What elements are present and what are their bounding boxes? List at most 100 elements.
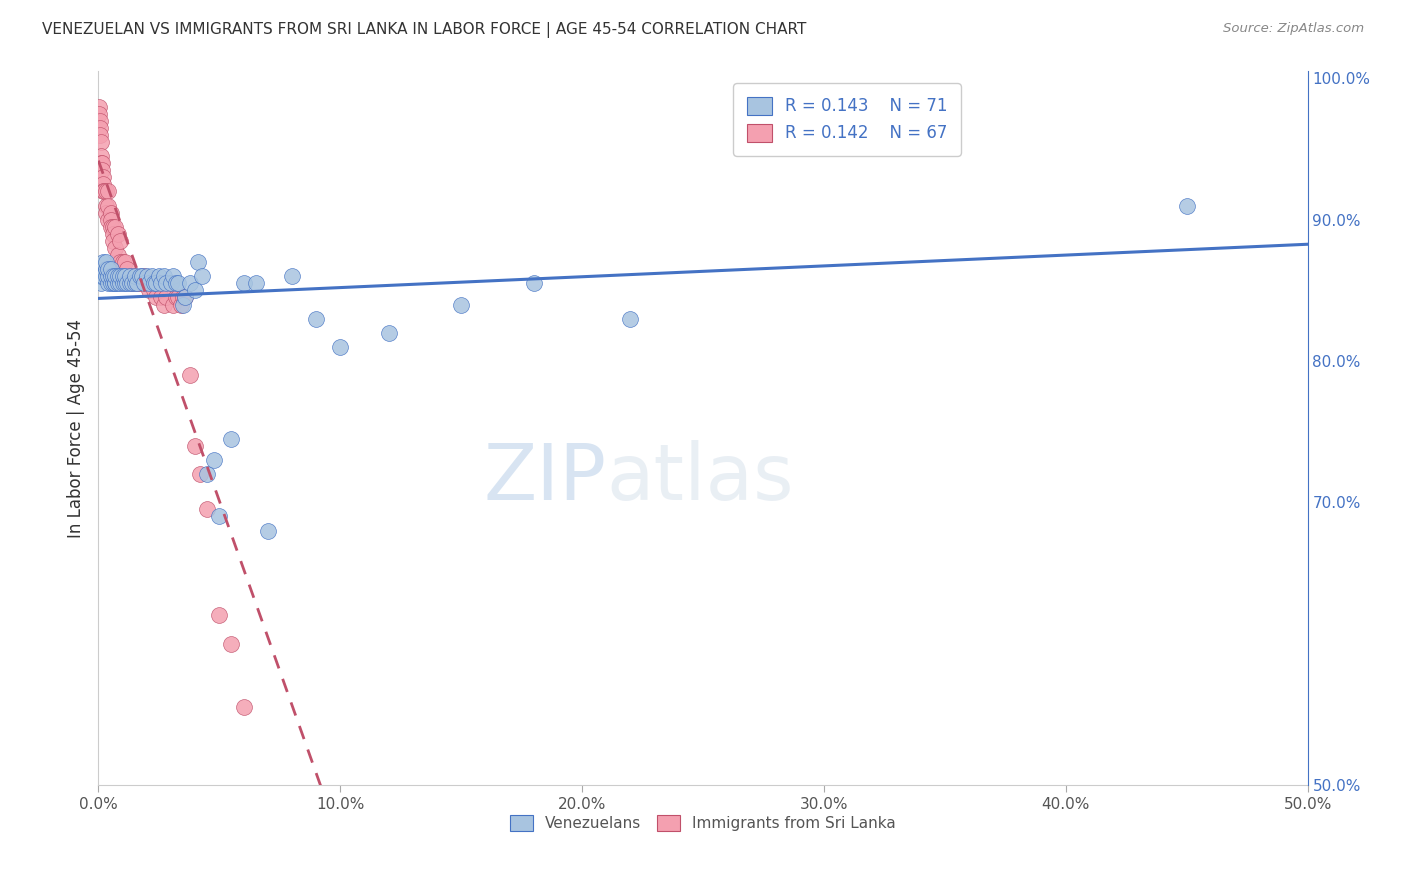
Point — [90, 149, 112, 163]
Point — [118, 269, 141, 284]
Point — [329, 340, 352, 354]
Point — [208, 608, 231, 623]
Point — [155, 290, 177, 304]
Point — [145, 277, 167, 291]
Point — [162, 269, 184, 284]
Point — [118, 269, 141, 284]
Point — [90, 156, 112, 170]
Point — [108, 255, 131, 269]
Point — [169, 297, 191, 311]
Point — [90, 269, 112, 284]
Point — [160, 277, 183, 291]
Point — [131, 277, 153, 291]
Point — [91, 185, 114, 199]
Point — [89, 128, 111, 142]
Point — [167, 277, 190, 291]
Point — [90, 277, 112, 291]
Point — [97, 269, 120, 284]
Point — [135, 269, 157, 284]
Point — [134, 277, 156, 291]
Point — [100, 212, 122, 227]
Point — [1175, 198, 1198, 212]
Point — [97, 262, 120, 277]
Point — [124, 269, 146, 284]
Point — [100, 219, 122, 234]
Point — [184, 284, 207, 298]
Point — [91, 255, 114, 269]
Text: Source: ZipAtlas.com: Source: ZipAtlas.com — [1223, 22, 1364, 36]
Point — [221, 432, 243, 446]
Point — [89, 113, 111, 128]
Point — [152, 297, 174, 311]
Point — [101, 219, 124, 234]
Point — [138, 277, 160, 291]
Point — [138, 284, 160, 298]
Point — [104, 219, 127, 234]
Point — [245, 277, 267, 291]
Point — [101, 277, 124, 291]
Point — [89, 100, 111, 114]
Point — [160, 277, 183, 291]
Point — [124, 269, 146, 284]
Point — [619, 311, 641, 326]
Point — [195, 502, 218, 516]
Point — [232, 277, 254, 291]
Point — [90, 135, 112, 149]
Point — [107, 248, 129, 262]
Point — [188, 467, 211, 481]
Point — [305, 311, 328, 326]
Point — [111, 255, 134, 269]
Point — [91, 269, 114, 284]
Point — [141, 277, 163, 291]
Point — [174, 290, 197, 304]
Point — [450, 297, 472, 311]
Point — [523, 277, 546, 291]
Point — [377, 326, 399, 340]
Point — [101, 269, 124, 284]
Point — [128, 269, 150, 284]
Point — [150, 290, 173, 304]
Point — [94, 198, 117, 212]
Legend: Venezuelans, Immigrants from Sri Lanka: Venezuelans, Immigrants from Sri Lanka — [499, 805, 907, 841]
Point — [111, 277, 134, 291]
Point — [127, 277, 149, 291]
Point — [117, 262, 139, 277]
Point — [97, 212, 120, 227]
Point — [131, 269, 153, 284]
Point — [152, 269, 174, 284]
Point — [184, 439, 207, 453]
Point — [281, 269, 304, 284]
Point — [208, 509, 231, 524]
Point — [148, 277, 170, 291]
Point — [94, 205, 117, 219]
Point — [100, 262, 122, 277]
Point — [104, 269, 127, 284]
Point — [124, 277, 146, 291]
Point — [97, 277, 120, 291]
Point — [191, 269, 214, 284]
Point — [97, 185, 120, 199]
Point — [121, 277, 143, 291]
Point — [101, 234, 124, 248]
Point — [172, 290, 194, 304]
Y-axis label: In Labor Force | Age 45-54: In Labor Force | Age 45-54 — [66, 318, 84, 538]
Point — [256, 524, 278, 538]
Point — [174, 290, 197, 304]
Point — [150, 277, 173, 291]
Point — [134, 269, 156, 284]
Text: atlas: atlas — [606, 440, 794, 516]
Point — [108, 234, 131, 248]
Point — [155, 277, 177, 291]
Point — [107, 269, 129, 284]
Point — [91, 178, 114, 192]
Point — [108, 269, 131, 284]
Point — [187, 255, 209, 269]
Point — [94, 269, 117, 284]
Text: ZIP: ZIP — [484, 440, 606, 516]
Point — [111, 269, 134, 284]
Point — [165, 290, 187, 304]
Point — [145, 290, 167, 304]
Point — [135, 277, 157, 291]
Point — [107, 227, 129, 241]
Point — [94, 262, 117, 277]
